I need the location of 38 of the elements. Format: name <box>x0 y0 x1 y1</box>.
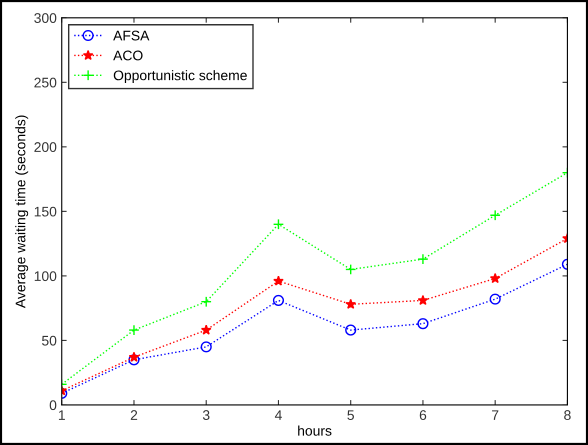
x-tick-label: 1 <box>58 410 65 420</box>
point <box>200 324 212 335</box>
x-tick-label: 6 <box>420 410 426 420</box>
point <box>273 276 284 286</box>
y-tick-label: 300 <box>34 13 56 23</box>
y-tick-label: 100 <box>34 271 56 282</box>
point <box>417 318 428 330</box>
point <box>200 296 212 308</box>
point <box>272 218 284 230</box>
point <box>417 254 428 265</box>
x-tick-label: 4 <box>274 410 282 420</box>
x-tick-label: 3 <box>202 410 210 420</box>
y-tick-label: 250 <box>34 78 56 88</box>
legend-label: ACO <box>113 50 143 60</box>
y-tick-label: 0 <box>50 400 56 410</box>
x-tick-label: 7 <box>492 410 498 420</box>
point <box>200 341 212 352</box>
point <box>345 324 356 336</box>
point <box>345 264 356 276</box>
point <box>490 272 500 284</box>
y-tick-label: 50 <box>42 336 56 346</box>
point <box>128 352 140 362</box>
x-tick-label: 5 <box>347 410 354 420</box>
point <box>490 210 501 221</box>
y-axis-title: Average waiting time (seconds) <box>15 115 28 308</box>
x-axis-title: hours <box>298 426 332 436</box>
point <box>345 298 356 309</box>
y-tick-label: 200 <box>34 142 56 152</box>
point <box>418 294 428 306</box>
y-tick-label: 150 <box>34 206 56 217</box>
x-tick-label: 2 <box>130 410 138 420</box>
legend-label: Opportunistic scheme <box>114 70 247 84</box>
x-tick-label: 8 <box>564 410 571 420</box>
point <box>128 354 140 366</box>
point <box>128 324 140 336</box>
point <box>490 294 501 305</box>
legend-label: AFSA <box>113 30 150 40</box>
point <box>272 294 284 306</box>
